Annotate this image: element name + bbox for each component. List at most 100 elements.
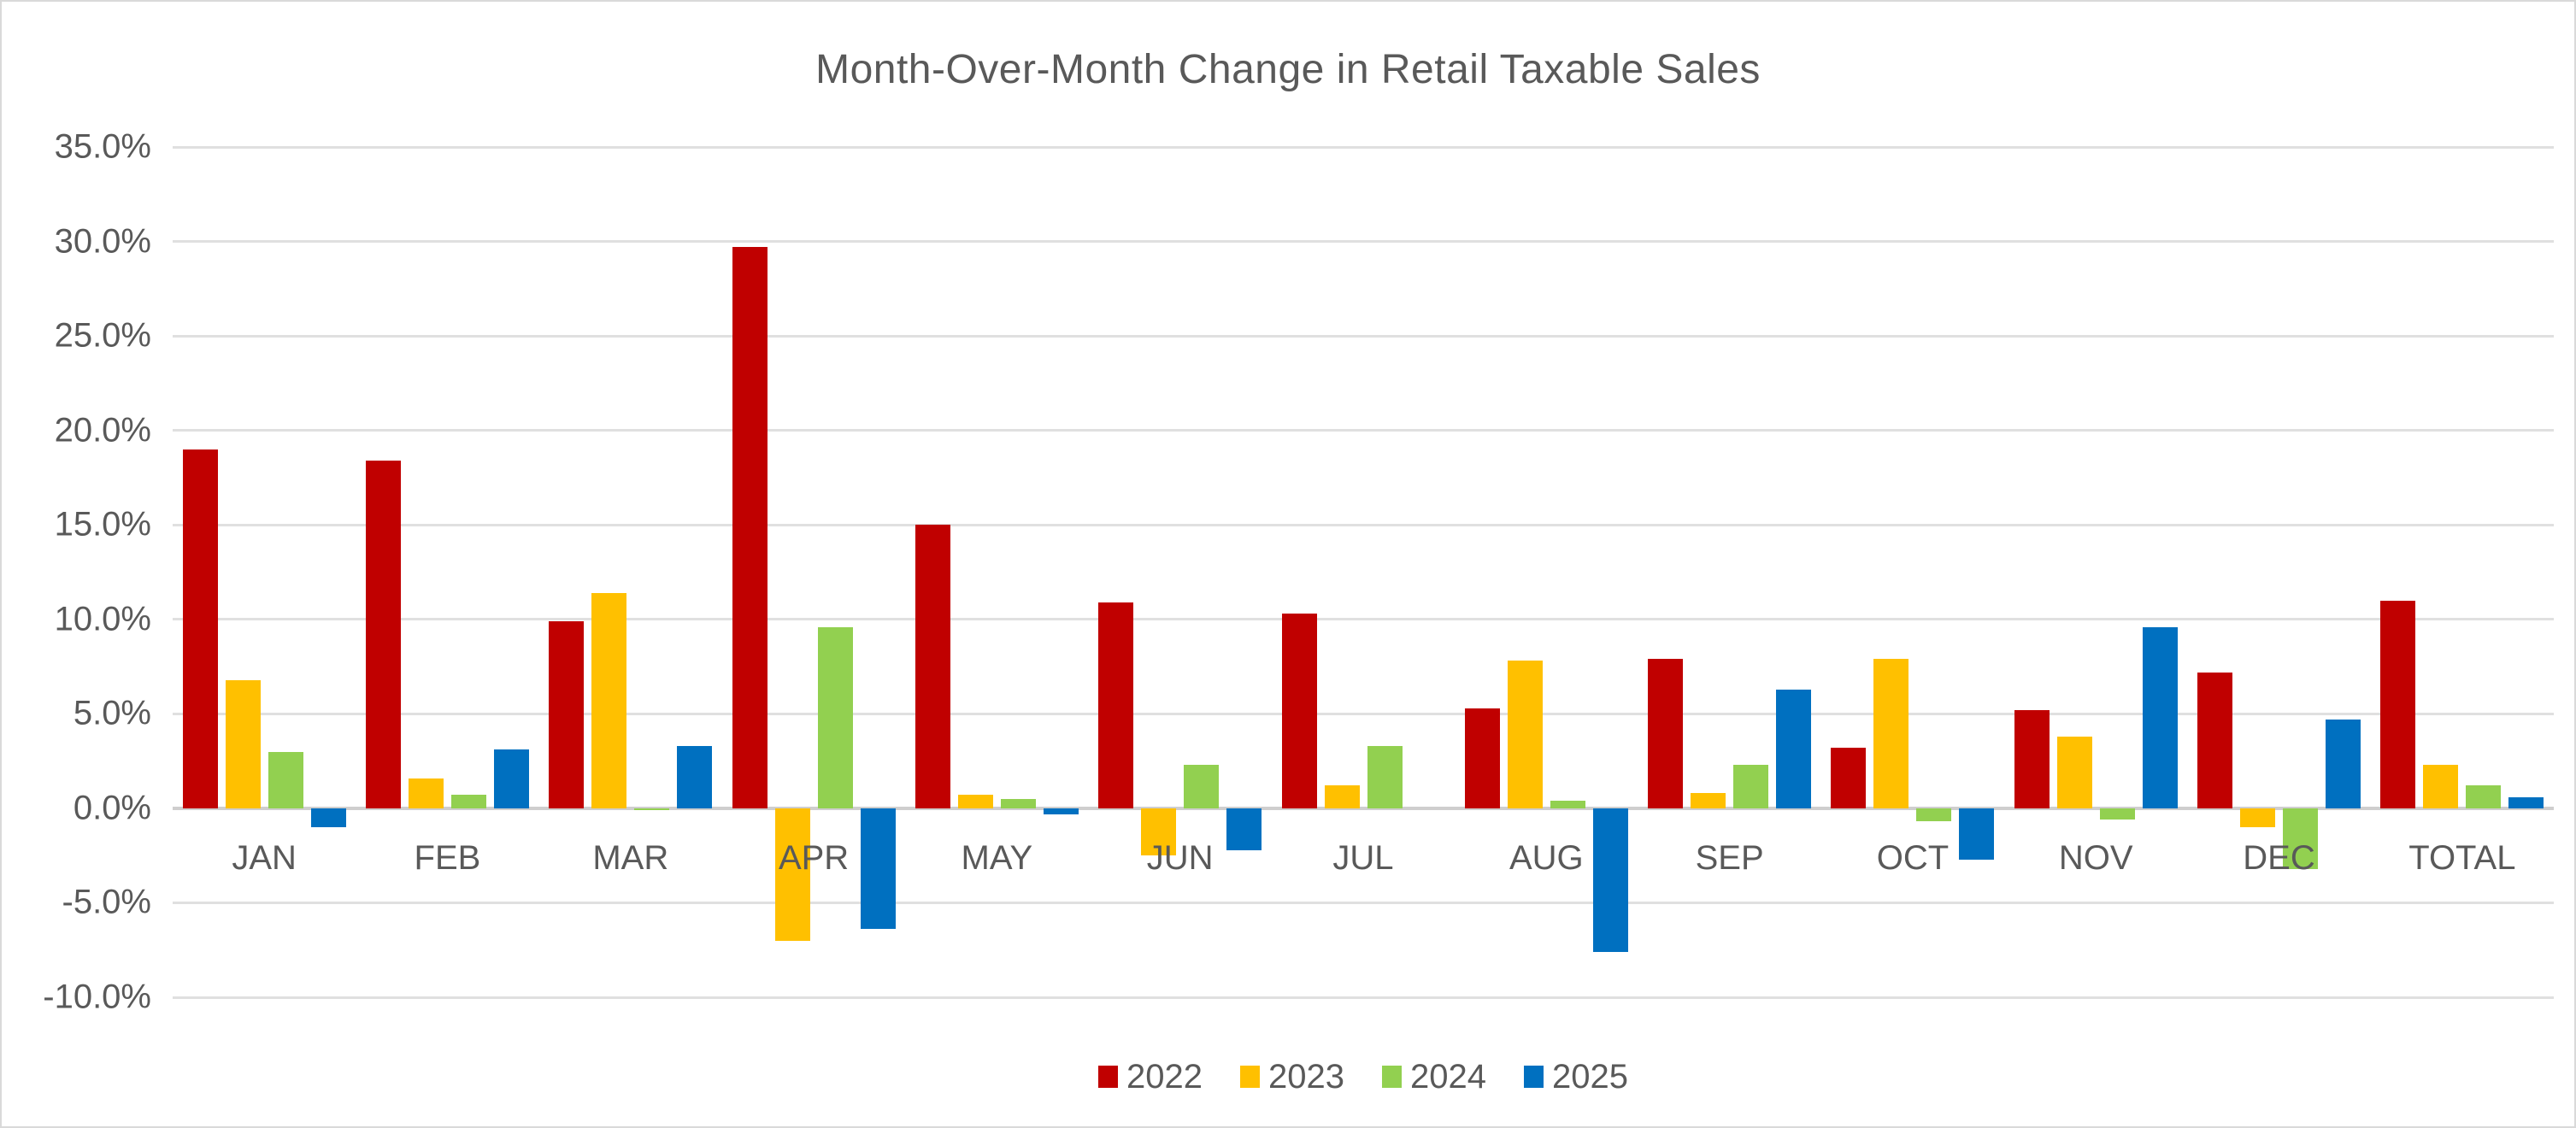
bar-2025-JUN <box>1226 808 1262 850</box>
y-axis-tick-label: 15.0% <box>54 505 151 543</box>
bar-2025-MAR <box>677 745 713 808</box>
x-axis-category-label-JAN: JAN <box>232 838 297 877</box>
x-axis-category-label-AUG: AUG <box>1509 838 1584 877</box>
y-axis-tick-label: 20.0% <box>54 411 151 449</box>
bar-2025-APR <box>860 808 896 930</box>
bar-2024-JAN <box>268 751 303 808</box>
legend-item-2023: 2023 <box>1240 1058 1344 1096</box>
bar-2023-FEB <box>408 778 444 808</box>
bar-2023-JUN <box>1141 808 1177 856</box>
bar-2023-MAR <box>591 592 627 808</box>
bar-2023-SEP <box>1691 793 1726 808</box>
bar-2024-DEC <box>2283 808 2319 869</box>
gridline <box>173 523 2554 526</box>
y-axis-tick-label: 35.0% <box>54 127 151 166</box>
y-axis-tick-label: 5.0% <box>73 694 151 732</box>
legend-swatch-2025 <box>1523 1066 1544 1088</box>
legend-label-2024: 2024 <box>1410 1057 1486 1096</box>
gridline <box>173 334 2554 338</box>
gridline <box>173 429 2554 432</box>
gridline <box>173 240 2554 244</box>
gridline <box>173 618 2554 621</box>
bar-2022-OCT <box>1831 748 1867 808</box>
bar-2024-FEB <box>450 795 486 808</box>
legend-label-2025: 2025 <box>1551 1057 1628 1096</box>
bar-2022-JUL <box>1281 614 1317 808</box>
bar-2022-TOTAL <box>2380 600 2416 808</box>
x-axis-category-label-OCT: OCT <box>1876 838 1950 877</box>
x-axis-category-label-NOV: NOV <box>2058 838 2133 877</box>
bar-2024-NOV <box>2099 808 2135 820</box>
x-axis-category-label-JUL: JUL <box>1332 838 1394 877</box>
x-axis-line <box>173 806 2554 810</box>
bar-2022-MAR <box>549 620 585 808</box>
legend-item-2025: 2025 <box>1523 1057 1628 1096</box>
gridline <box>173 901 2554 904</box>
bar-2024-MAY <box>1000 798 1036 808</box>
bar-2023-AUG <box>1507 661 1543 808</box>
gridline <box>173 712 2554 715</box>
y-axis-tick-label: -10.0% <box>43 978 151 1016</box>
y-axis-tick-label: 0.0% <box>73 789 151 827</box>
x-axis-category-label-DEC: DEC <box>2243 838 2315 877</box>
x-axis-category-label-JUN: JUN <box>1146 838 1214 877</box>
bar-2025-TOTAL <box>2508 796 2544 808</box>
bar-2022-JAN <box>182 449 218 808</box>
bar-2023-DEC <box>2240 808 2276 827</box>
y-axis-tick-label: 10.0% <box>54 600 151 638</box>
bar-2023-APR <box>774 808 810 941</box>
bar-2024-MAR <box>634 808 670 811</box>
x-axis-category-label-SEP: SEP <box>1695 838 1764 877</box>
legend: 2022 2023 2024 2025 <box>173 1051 2554 1102</box>
legend-label-2023: 2023 <box>1268 1057 1344 1096</box>
gridline <box>173 145 2554 149</box>
bar-2025-DEC <box>2326 719 2361 808</box>
y-axis-tick-label: 25.0% <box>54 316 151 355</box>
bar-2025-JAN <box>310 808 346 827</box>
bar-2025-MAY <box>1043 808 1079 814</box>
bar-2022-APR <box>732 247 768 808</box>
x-axis-category-label-MAR: MAR <box>592 838 669 877</box>
legend-swatch-2023 <box>1240 1066 1261 1088</box>
x-axis-category-label-APR: APR <box>778 838 850 877</box>
bar-2022-DEC <box>2197 672 2233 808</box>
bar-2023-OCT <box>1873 659 1909 808</box>
bar-2022-MAY <box>915 525 950 808</box>
bar-2023-NOV <box>2056 736 2092 808</box>
legend-swatch-2024 <box>1382 1066 1402 1088</box>
x-axis-category-label-MAY: MAY <box>961 838 1033 877</box>
legend-item-2024: 2024 <box>1382 1058 1486 1096</box>
bar-2022-SEP <box>1648 659 1684 808</box>
chart-title: Month-Over-Month Change in Retail Taxabl… <box>815 47 1761 92</box>
bar-2025-SEP <box>1776 689 1812 808</box>
plot-area: 35.0% 30.0% 25.0% 20.0% 15.0% 10.0% 5.0% 0.0% -5… <box>43 128 2554 1016</box>
bar-2024-APR <box>817 626 853 808</box>
bar-2022-AUG <box>1464 708 1500 808</box>
y-axis-tick-label: 30.0% <box>54 222 151 261</box>
bar-2022-NOV <box>2014 709 2050 808</box>
bar-2024-TOTAL <box>2466 785 2502 808</box>
x-axis-category-label-FEB: FEB <box>414 838 481 877</box>
bar-2023-JAN <box>225 679 261 808</box>
bar-2024-AUG <box>1550 801 1585 808</box>
y-axis-tick-label: -5.0% <box>62 883 152 921</box>
gridline <box>173 996 2554 999</box>
bar-2022-FEB <box>365 461 401 808</box>
bar-2025-OCT <box>1959 808 1995 860</box>
bar-2023-TOTAL <box>2423 765 2459 808</box>
bar-2025-NOV <box>2142 626 2178 808</box>
legend-swatch-2022 <box>1098 1066 1119 1088</box>
bar-2022-JUN <box>1098 602 1134 808</box>
legend-item-2022: 2022 <box>1098 1058 1203 1096</box>
bar-2023-JUL <box>1324 785 1360 808</box>
legend-label-2022: 2022 <box>1126 1057 1203 1096</box>
bar-2024-JUL <box>1367 745 1403 808</box>
bar-2023-MAY <box>957 795 993 808</box>
x-axis-category-label-TOTAL: TOTAL <box>2408 838 2516 877</box>
bar-2024-SEP <box>1733 765 1769 808</box>
bar-2025-AUG <box>1592 808 1628 952</box>
bar-2024-OCT <box>1916 808 1952 822</box>
bar-2024-JUN <box>1184 765 1220 808</box>
bar-2025-FEB <box>493 749 529 808</box>
